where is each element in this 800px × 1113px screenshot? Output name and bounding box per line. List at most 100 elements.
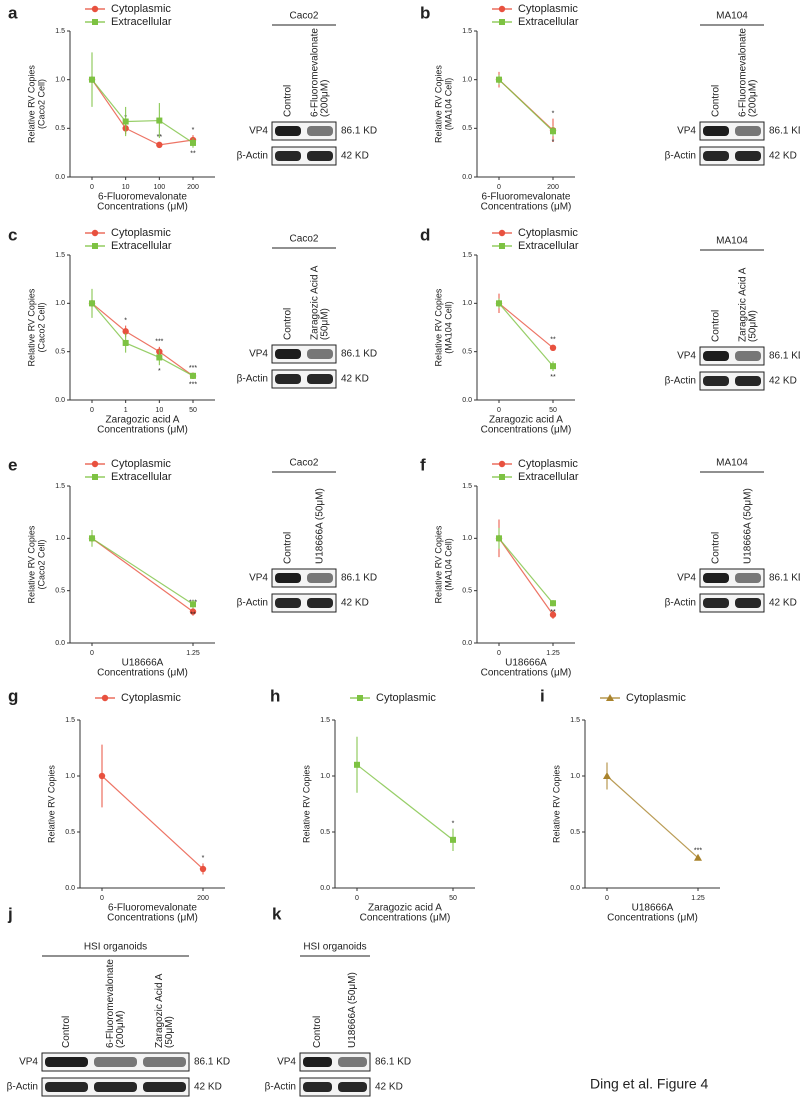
y-axis-label: (Caco2 Cell) — [36, 302, 46, 352]
series-line — [356, 764, 454, 841]
blot-band — [275, 349, 301, 359]
significance-label: ** — [550, 337, 556, 344]
blot-kd-label: 86.1 KD — [375, 1057, 411, 1068]
lane-label: 6-Fluoromevalonate — [310, 28, 321, 117]
y-tick-label: 0.5 — [65, 829, 75, 836]
significance-label: ** — [550, 609, 556, 616]
blot-row-label: β-Actin — [237, 374, 268, 385]
y-axis-label: Relative RV Copies — [301, 765, 311, 843]
legend-label: Extracellular — [518, 16, 579, 28]
legend-marker — [499, 474, 505, 480]
blot-cell-label: HSI organoids — [303, 942, 366, 953]
blot-cell-label: MA104 — [716, 236, 748, 247]
blot-cell-label: Caco2 — [290, 458, 319, 469]
data-point — [603, 772, 611, 779]
y-tick-label: 0.5 — [462, 588, 472, 595]
blot-row-label: VP4 — [249, 126, 268, 137]
blot-band — [275, 573, 301, 583]
x-tick-label: 200 — [187, 184, 199, 191]
blot-cell-label: MA104 — [716, 458, 748, 469]
significance-label: * — [552, 139, 555, 146]
y-axis-label: (MA104 Cell) — [443, 538, 453, 591]
lane-label: Control — [283, 532, 294, 564]
lane-label: Control — [283, 308, 294, 340]
blot-band — [338, 1082, 367, 1092]
significance-label: *** — [189, 382, 197, 389]
x-tick-label: 0 — [605, 895, 609, 902]
y-axis-label: Relative RV Copies — [46, 765, 56, 843]
significance-label: * — [552, 110, 555, 117]
x-axis-label: U18666A — [122, 658, 164, 669]
y-tick-label: 1.0 — [65, 773, 75, 780]
x-tick-label: 0 — [497, 184, 501, 191]
data-point — [549, 611, 557, 618]
x-tick-label: 0 — [497, 407, 501, 414]
y-tick-label: 1.5 — [570, 717, 580, 724]
data-point — [122, 118, 129, 125]
series-line — [606, 775, 699, 859]
legend-marker — [498, 229, 506, 237]
lane-label: (200μM) — [320, 80, 331, 117]
x-axis-label: Concentrations (μM) — [97, 668, 188, 679]
blot-kd-label: 86.1 KD — [769, 573, 800, 584]
y-tick-label: 1.0 — [320, 773, 330, 780]
panel-letter: e — [8, 455, 17, 474]
panel-letter: a — [8, 3, 18, 22]
data-point — [190, 372, 196, 379]
y-tick-label: 0.0 — [55, 174, 65, 181]
blot-band — [307, 573, 333, 583]
y-tick-label: 0.0 — [462, 174, 472, 181]
y-axis-label: Relative RV Copies — [26, 525, 36, 603]
y-axis-label: (MA104 Cell) — [443, 78, 453, 131]
y-tick-label: 1.0 — [55, 300, 65, 307]
data-point — [190, 139, 196, 146]
blot-band — [703, 573, 729, 583]
data-point — [122, 339, 129, 346]
blot-kd-label: 86.1 KD — [769, 351, 800, 362]
series-line — [498, 537, 554, 604]
legend-marker — [357, 695, 363, 701]
x-tick-label: 50 — [189, 407, 197, 414]
blot-band — [338, 1057, 367, 1067]
blot-kd-label: 42 KD — [769, 376, 797, 387]
panel-letter: i — [540, 686, 545, 705]
significance-label: ** — [550, 374, 556, 381]
legend-marker — [92, 19, 98, 25]
x-tick-label: 10 — [122, 184, 130, 191]
series-line — [498, 302, 554, 367]
blot-row-label: β-Actin — [665, 598, 696, 609]
blot-row-label: VP4 — [19, 1057, 38, 1068]
data-point — [496, 300, 502, 307]
y-axis-label: (MA104 Cell) — [443, 301, 453, 354]
y-tick-label: 1.5 — [462, 252, 472, 259]
x-axis-label: U18666A — [632, 903, 674, 914]
x-tick-label: 0 — [355, 895, 359, 902]
blot-band — [275, 151, 301, 161]
blot-cell-label: Caco2 — [290, 234, 319, 245]
x-tick-label: 1 — [124, 407, 128, 414]
legend-marker — [498, 5, 506, 13]
data-point — [450, 836, 456, 843]
x-axis-label: U18666A — [505, 658, 547, 669]
lane-label: 6-Fluoromevalonate — [738, 28, 749, 117]
legend-marker — [91, 460, 99, 468]
y-tick-label: 1.5 — [55, 252, 65, 259]
figure-caption: Ding et al. Figure 4 — [590, 1076, 708, 1092]
x-tick-label: 200 — [197, 895, 209, 902]
blot-band — [703, 151, 729, 161]
data-point — [354, 761, 360, 768]
lane-label: (200μM) — [748, 80, 759, 117]
data-point — [89, 76, 95, 83]
legend-marker — [498, 460, 506, 468]
blot-row-label: VP4 — [677, 573, 696, 584]
lane-label: (50μM) — [164, 1016, 175, 1048]
x-tick-label: 50 — [549, 407, 557, 414]
x-tick-label: 100 — [153, 184, 165, 191]
lane-label: Zaragozic Acid A — [154, 973, 165, 1048]
x-tick-label: 50 — [449, 895, 457, 902]
legend-marker — [92, 243, 98, 249]
data-point — [189, 608, 197, 615]
blot-row-label: β-Actin — [665, 376, 696, 387]
blot-band — [703, 598, 729, 608]
data-point — [156, 117, 163, 124]
